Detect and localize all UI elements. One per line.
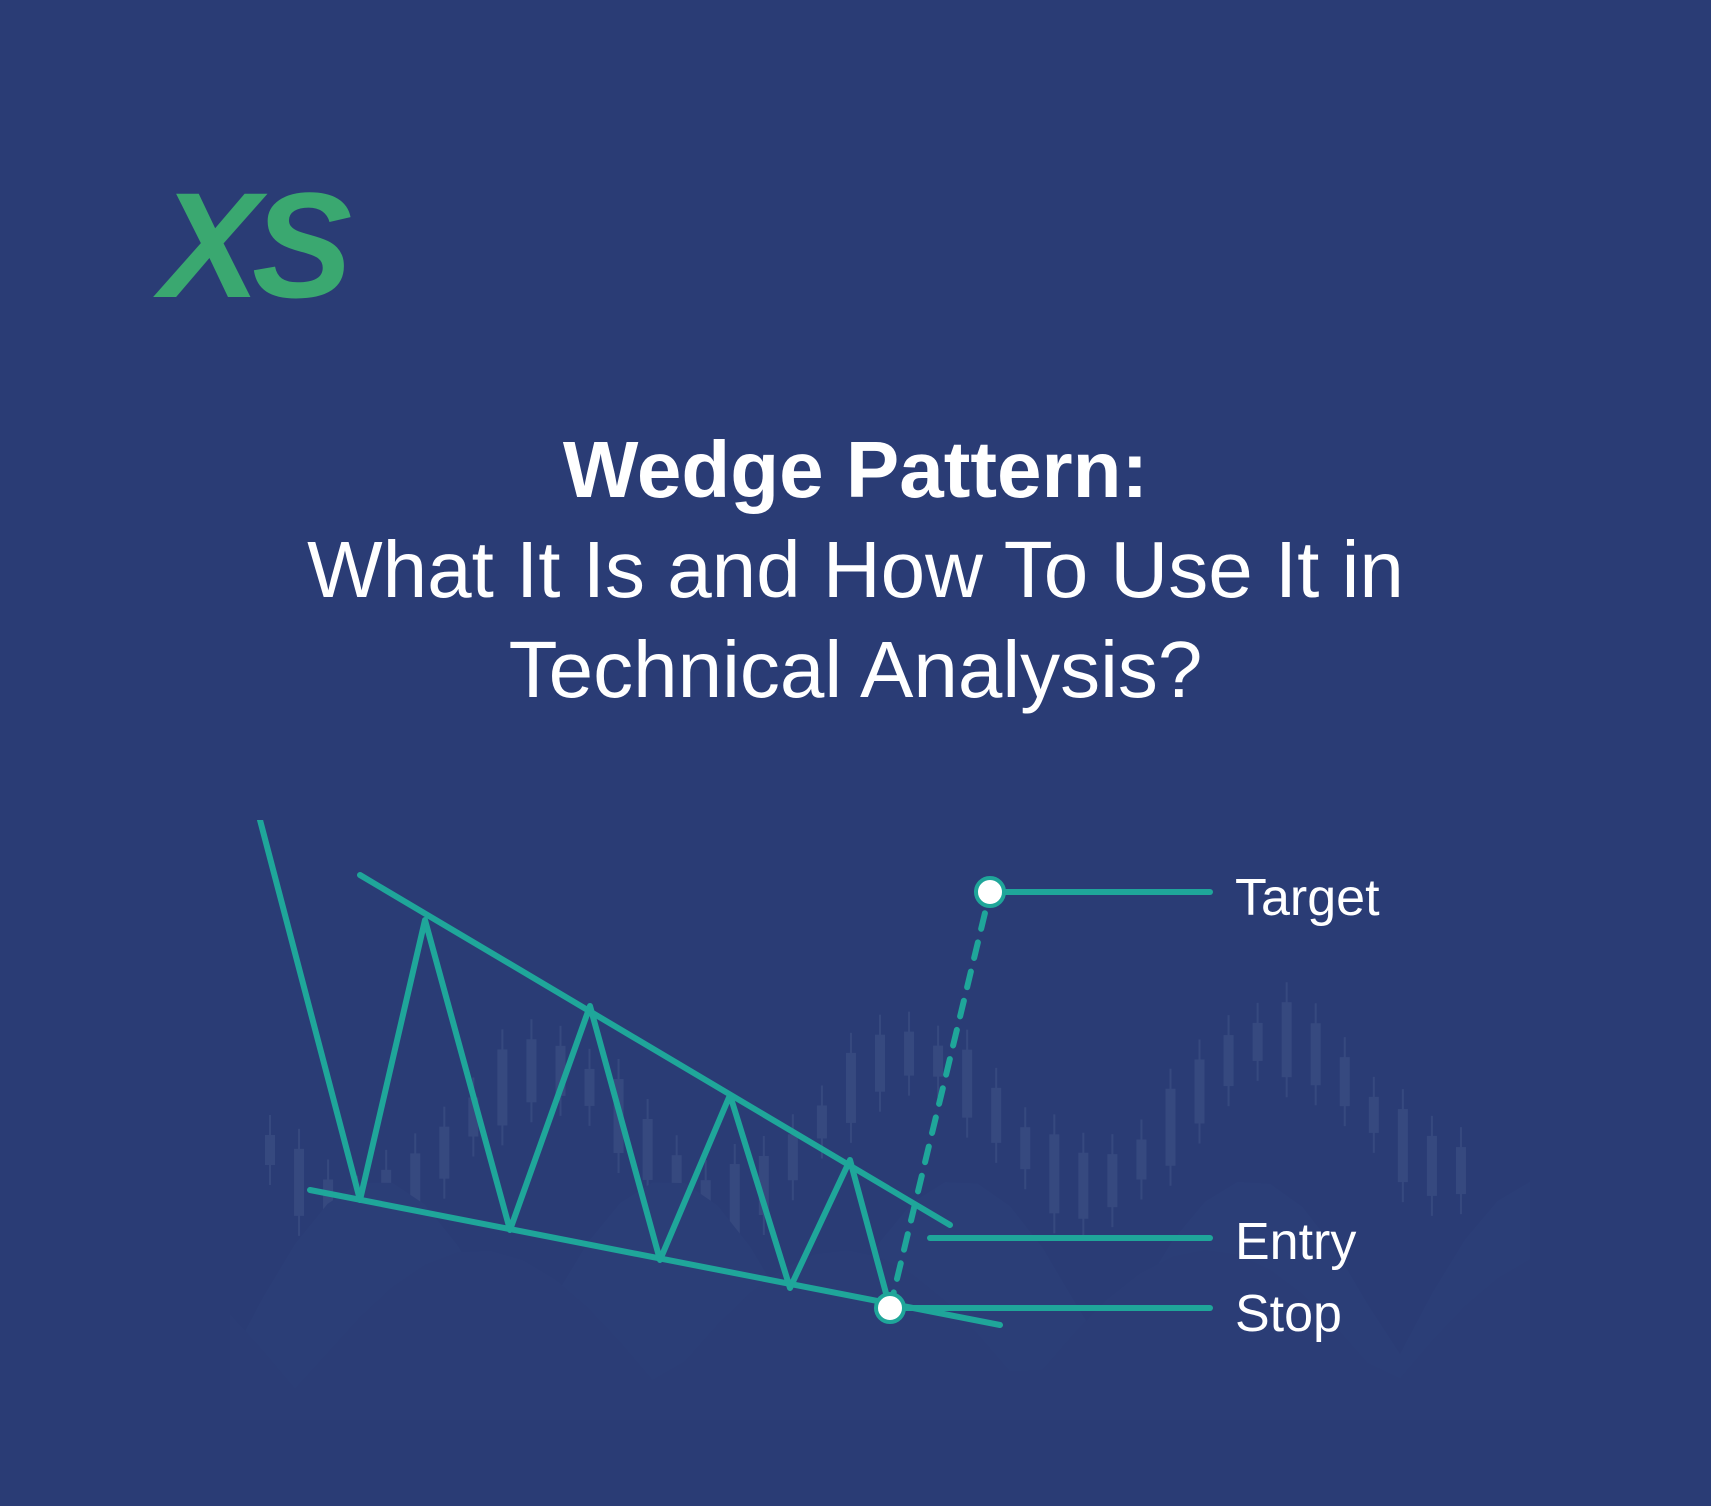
title-block: Wedge Pattern: What It Is and How To Use…	[0, 420, 1711, 720]
infographic-canvas: XS Wedge Pattern: What It Is and How To …	[0, 0, 1711, 1506]
title-line-3: Technical Analysis?	[0, 620, 1711, 720]
wedge-diagram: Target Entry Stop	[230, 820, 1530, 1420]
label-target: Target	[1235, 868, 1380, 928]
label-entry: Entry	[1235, 1212, 1356, 1272]
xs-logo: XS	[160, 170, 344, 320]
title-line-2: What It Is and How To Use It in	[0, 520, 1711, 620]
title-line-1: Wedge Pattern:	[0, 420, 1711, 520]
label-stop: Stop	[1235, 1284, 1342, 1344]
